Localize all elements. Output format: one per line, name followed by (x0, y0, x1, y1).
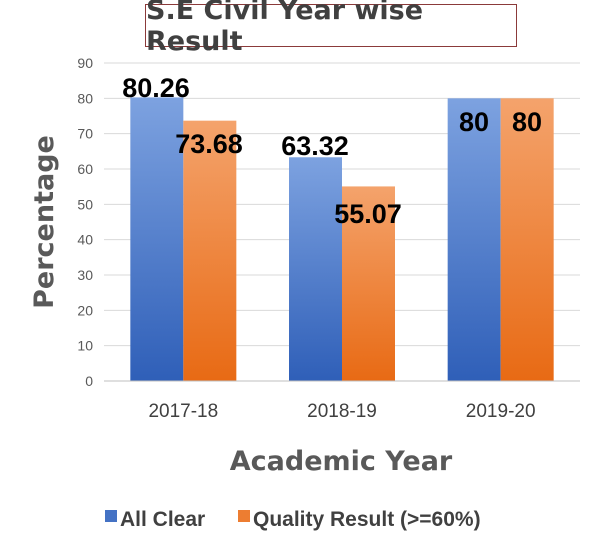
bar-quality-result (500, 98, 554, 381)
y-tick-label: 20 (77, 302, 93, 318)
y-tick-label: 40 (77, 232, 93, 248)
y-tick-label: 90 (77, 55, 93, 71)
data-label: 55.07 (334, 199, 402, 229)
legend-label: Quality Result (>=60%) (253, 508, 481, 531)
bar-quality-result (183, 120, 237, 381)
x-tick-label: 2018-19 (307, 401, 377, 422)
axes: 0 10 20 30 40 50 60 70 80 90 2017-18 2018-19 2019-20 (77, 55, 580, 422)
data-labels: 80.26 73.68 63.32 55.07 80 80 (122, 73, 542, 229)
bars (130, 97, 554, 381)
bar-all-clear (447, 98, 501, 381)
legend: All Clear Quality Result (>=60%) (105, 508, 481, 531)
data-label: 80 (459, 107, 489, 137)
data-label: 80 (512, 107, 542, 137)
y-tick-label: 70 (77, 126, 93, 142)
y-axis-label: Percentage (29, 135, 60, 309)
bar-all-clear (289, 157, 342, 381)
legend-label: All Clear (120, 508, 205, 531)
y-tick-label: 10 (77, 338, 93, 354)
x-tick-label: 2019-20 (466, 401, 536, 422)
y-tick-label: 50 (77, 196, 93, 212)
data-label: 63.32 (281, 131, 349, 161)
y-tick-label: 80 (77, 90, 93, 106)
y-tick-label: 0 (85, 373, 93, 389)
bar-quality-result (342, 186, 395, 381)
y-tick-label: 60 (77, 161, 93, 177)
bar-all-clear (130, 97, 184, 381)
y-tick-label: 30 (77, 267, 93, 283)
x-tick-label: 2017-18 (148, 401, 218, 422)
legend-swatch (105, 510, 117, 522)
data-label: 73.68 (175, 129, 243, 159)
x-axis-label: Academic Year (230, 446, 453, 477)
data-label: 80.26 (122, 73, 190, 103)
legend-swatch (238, 510, 250, 522)
